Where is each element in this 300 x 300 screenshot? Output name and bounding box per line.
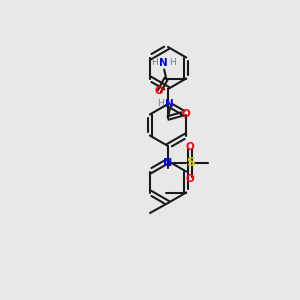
Text: S: S	[186, 157, 194, 169]
Text: O: O	[155, 86, 164, 97]
Text: O: O	[186, 142, 194, 152]
Text: H: H	[169, 58, 175, 67]
Text: N: N	[165, 99, 173, 109]
Text: H: H	[151, 58, 158, 67]
Text: N: N	[164, 158, 172, 168]
Text: O: O	[182, 109, 190, 119]
Text: O: O	[186, 174, 194, 184]
Text: H: H	[158, 100, 164, 109]
Text: N: N	[159, 58, 168, 68]
